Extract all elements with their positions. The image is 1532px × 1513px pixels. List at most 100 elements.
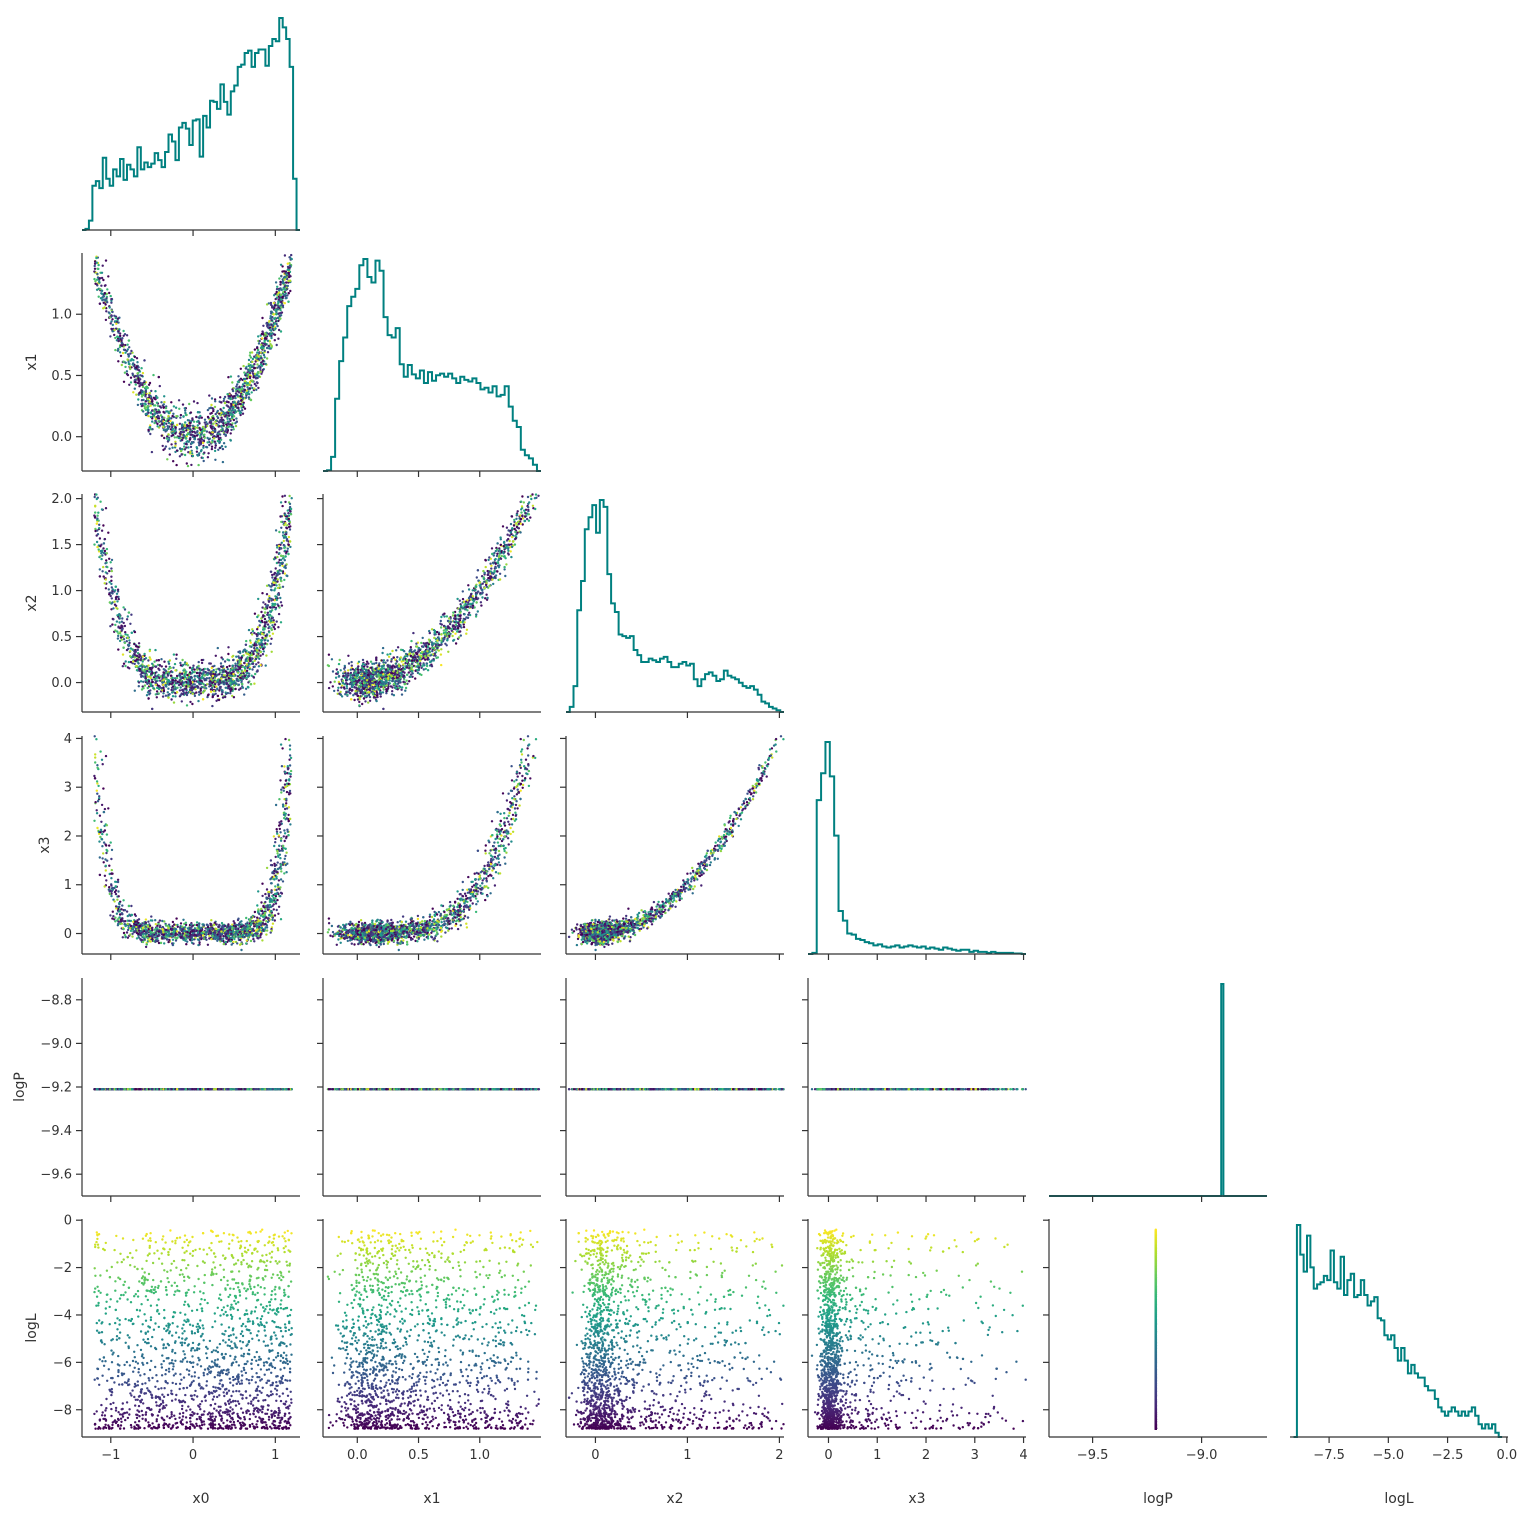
scatter-point [112,324,114,326]
scatter-point [496,555,498,557]
scatter-point [252,663,254,665]
scatter-point [163,406,165,408]
y-tick-label: 1.0 [51,308,72,323]
scatter-point [383,688,385,690]
scatter-point [214,441,216,443]
scatter-point [280,501,282,503]
scatter-point [174,445,176,447]
scatter-point [118,328,120,330]
scatter-point [281,495,283,497]
scatter-point [276,286,278,288]
scatter-point [153,404,155,406]
scatter-point [186,462,188,464]
scatter-point [146,683,148,685]
scatter-point [274,327,276,329]
scatter-point [508,544,510,546]
scatter-point [96,283,98,285]
scatter-point [122,361,124,363]
scatter-point [220,412,222,414]
scatter-point [104,562,106,564]
scatter-point [196,402,198,404]
scatter-point [142,410,144,412]
scatter-point [226,393,228,395]
scatter-point [154,682,156,684]
scatter-point [150,397,152,399]
scatter-point [211,448,213,450]
scatter-point [276,556,278,558]
scatter-point [285,531,287,533]
scatter-point [257,598,259,600]
scatter-point [253,355,255,357]
scatter-point [503,541,505,543]
scatter-point [201,659,203,661]
scatter-point [224,674,226,676]
scatter-point [481,589,483,591]
scatter-point [117,637,119,639]
scatter-point [284,295,286,297]
scatter-point [174,436,176,438]
scatter-point [276,620,278,622]
scatter-point [268,597,270,599]
scatter-point [129,352,131,354]
scatter-point [160,687,162,689]
scatter-point [523,520,525,522]
scatter-point [146,386,148,388]
scatter-point [103,575,105,577]
scatter-point [111,318,113,320]
scatter-point [270,620,272,622]
scatter-point [490,565,492,567]
scatter-point [230,687,232,689]
scatter-point [203,434,205,436]
scatter-point [135,383,137,385]
scatter-point [492,583,494,585]
scatter-point [102,265,104,267]
scatter-point [116,593,118,595]
scatter-point [209,680,211,682]
scatter-point [175,415,177,417]
scatter-point [239,412,241,414]
scatter-point [264,642,266,644]
scatter-point [367,662,369,664]
scatter-point [133,365,135,367]
scatter-point [197,665,199,667]
scatter-point [290,254,292,256]
scatter-point [200,449,202,451]
scatter-point [193,431,195,433]
scatter-point [260,643,262,645]
scatter-point [262,601,264,603]
scatter-point [491,572,493,574]
scatter-point [221,421,223,423]
scatter-point [191,667,193,669]
scatter-point [349,692,351,694]
scatter-point [175,464,177,466]
scatter-point [136,669,138,671]
scatter-point [128,639,130,641]
scatter-point [189,424,191,426]
scatter-point [289,506,291,508]
scatter-point [215,671,217,673]
scatter-point [121,364,123,366]
scatter-point [272,325,274,327]
scatter-point [463,623,465,625]
scatter-point [179,432,181,434]
scatter-point [241,683,243,685]
scatter-point [283,278,285,280]
scatter-point [165,685,167,687]
scatter-point [445,631,447,633]
scatter-point [248,675,250,677]
scatter-point [228,409,230,411]
scatter-point [242,365,244,367]
scatter-point [203,677,205,679]
scatter-point [524,516,526,518]
scatter-point [110,595,112,597]
scatter-point [268,333,270,335]
scatter-point [137,382,139,384]
scatter-point [480,601,482,603]
scatter-point [130,647,132,649]
scatter-point [493,552,495,554]
scatter-point [232,655,234,657]
y-tick-label: 2.0 [51,492,72,507]
scatter-point [366,677,368,679]
scatter-point [261,620,263,622]
scatter-point [218,668,220,670]
